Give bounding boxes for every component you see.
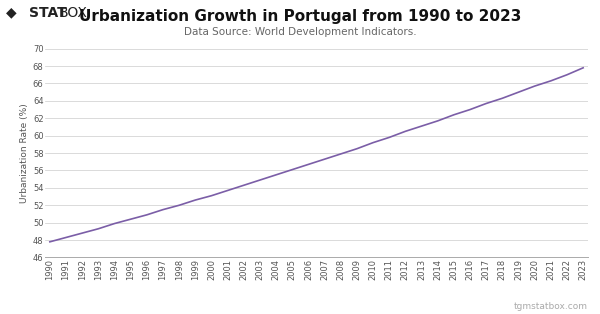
Text: Data Source: World Development Indicators.: Data Source: World Development Indicator… (184, 27, 416, 37)
Text: tgmstatbox.com: tgmstatbox.com (514, 302, 588, 311)
Text: ◆: ◆ (6, 6, 17, 20)
Text: BOX: BOX (59, 6, 88, 20)
Text: Urbanization Growth in Portugal from 1990 to 2023: Urbanization Growth in Portugal from 199… (79, 9, 521, 24)
Y-axis label: Urbanization Rate (%): Urbanization Rate (%) (20, 103, 29, 203)
Text: STAT: STAT (29, 6, 67, 20)
